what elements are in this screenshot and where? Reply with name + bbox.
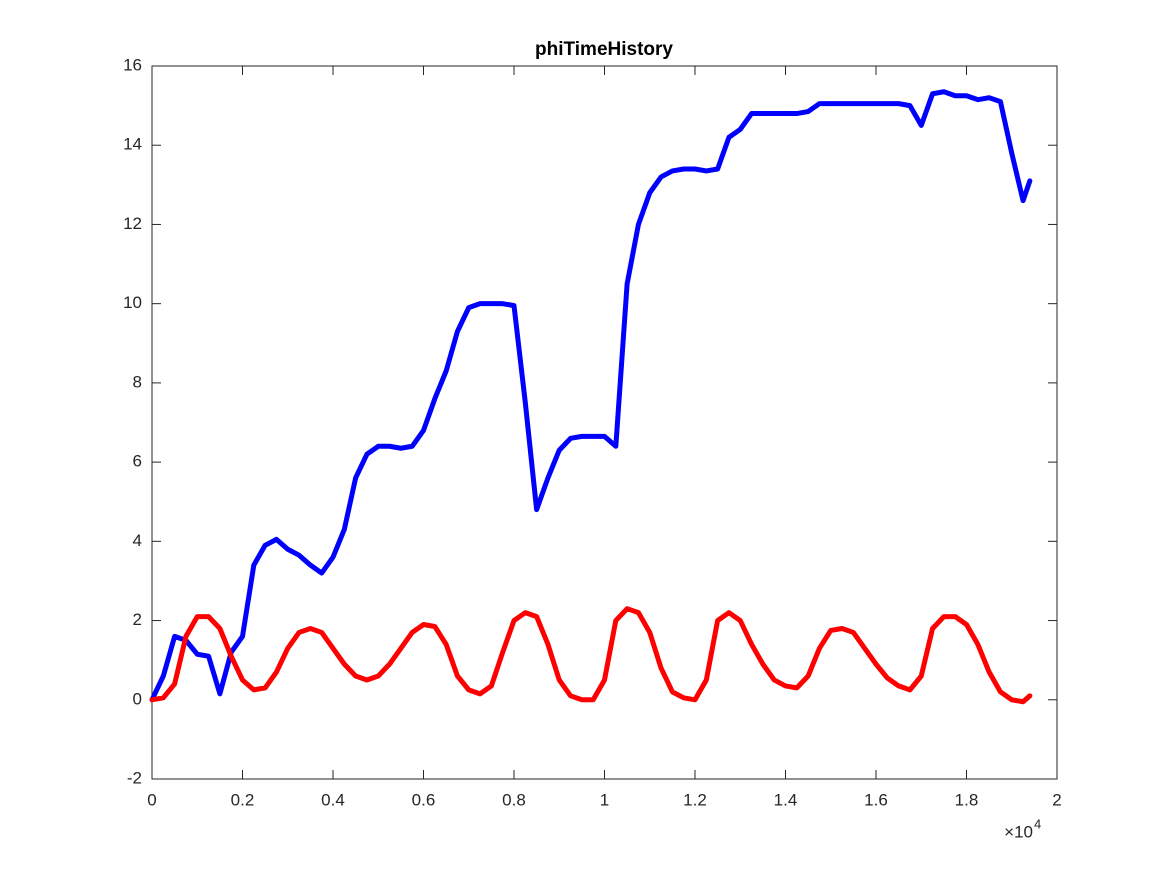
y-tick-label: 8 [133, 372, 142, 391]
y-tick-label: 16 [123, 55, 142, 74]
y-tick-label: 2 [133, 610, 142, 629]
x-tick-label: 0.6 [412, 790, 436, 809]
chart-title: phiTimeHistory [535, 39, 673, 60]
data-line [149, 606, 1033, 705]
data-line [149, 89, 1033, 703]
y-tick-label: 4 [133, 531, 142, 550]
x-tick-label: 1.2 [683, 790, 707, 809]
x-tick-label: 0 [147, 790, 156, 809]
y-tick-label: -2 [127, 768, 142, 787]
y-tick-label: 0 [133, 689, 142, 708]
y-tick-label: 10 [123, 293, 142, 312]
x-tick-label: 2 [1052, 790, 1061, 809]
x-tick-label: 1.6 [864, 790, 888, 809]
x-tick-label: 0.4 [321, 790, 345, 809]
axes-box [151, 65, 1058, 780]
x-multiplier: ×10 [1004, 822, 1033, 841]
y-tick-label: 12 [123, 214, 142, 233]
x-tick-label: 1.4 [774, 790, 798, 809]
y-tick-label: 6 [133, 452, 142, 471]
x-tick-label: 1.8 [955, 790, 979, 809]
x-tick-label: 0.2 [231, 790, 255, 809]
y-tick-label: 14 [123, 135, 142, 154]
x-tick-label: 1 [600, 790, 609, 809]
x-tick-label: 0.8 [502, 790, 526, 809]
x-multiplier-exponent: 4 [1034, 816, 1041, 831]
